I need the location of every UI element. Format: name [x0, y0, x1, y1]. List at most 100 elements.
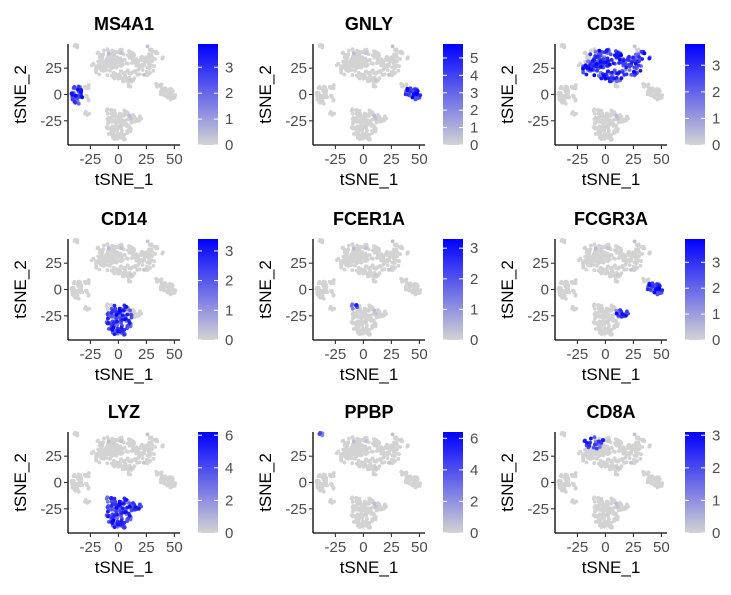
cell-point: [130, 61, 134, 65]
cell-point: [317, 86, 322, 91]
cell-point: [147, 260, 152, 265]
cell-point: [370, 326, 374, 330]
cell-point: [76, 288, 81, 293]
cell-point: [109, 51, 114, 56]
cell-point: [621, 258, 626, 263]
cell-point: [372, 244, 376, 249]
cell-point: [598, 265, 603, 270]
cell-point: [627, 62, 632, 67]
cell-point: [351, 125, 356, 130]
cell-point: [341, 254, 346, 259]
cell-point: [396, 456, 401, 461]
cell-point: [637, 55, 641, 59]
cell-point: [146, 449, 151, 454]
legend-tick-label: 3: [225, 243, 233, 260]
x-tick-label: 50: [411, 539, 428, 556]
cell-point: [104, 252, 109, 257]
cell-point: [381, 262, 386, 267]
cell-point: [642, 472, 646, 477]
cell-point: [327, 84, 332, 89]
cell-point: [115, 515, 120, 520]
cell-point: [134, 58, 139, 63]
cell-point: [112, 53, 117, 58]
cell-point: [331, 471, 336, 475]
cell-point: [105, 505, 110, 510]
cell-point: [605, 501, 609, 506]
cell-point: [609, 332, 614, 337]
cell-point: [393, 48, 397, 52]
cell-point: [136, 262, 141, 267]
cell-point: [614, 244, 618, 249]
cell-point: [348, 450, 352, 454]
cell-point: [370, 68, 375, 73]
cell-point: [354, 461, 359, 466]
cell-point: [622, 117, 626, 122]
cell-point: [359, 118, 364, 123]
cell-point: [591, 109, 596, 113]
cell-point: [377, 464, 382, 469]
cell-point: [627, 68, 632, 72]
cell-point: [646, 277, 651, 282]
cell-point: [392, 52, 396, 57]
cell-point: [657, 286, 661, 291]
x-tick-label: 25: [383, 151, 400, 168]
cell-point: [325, 290, 330, 295]
cell-point: [606, 439, 610, 443]
scatter-points: [556, 430, 665, 530]
cell-point: [161, 475, 166, 480]
cell-point: [353, 68, 357, 73]
panel-title: CD14: [101, 209, 147, 229]
x-tick-label: 50: [653, 151, 670, 168]
x-axis-label: tSNE_1: [95, 558, 154, 577]
cell-point: [80, 95, 85, 100]
cell-point: [641, 246, 645, 251]
cell-point: [102, 68, 106, 73]
x-tick-label: -25: [80, 539, 102, 556]
cell-point: [104, 304, 109, 308]
cell-point: [584, 450, 589, 455]
y-tick-label: 0: [541, 87, 549, 104]
cell-point: [128, 501, 133, 506]
cell-point: [591, 252, 596, 257]
cell-point: [109, 116, 114, 121]
cell-point: [362, 512, 367, 517]
legend-tick-label: 2: [712, 280, 720, 297]
cell-point: [340, 51, 345, 55]
cell-point: [354, 116, 359, 121]
cell-point: [113, 438, 118, 442]
cell-point: [355, 328, 360, 333]
cell-point: [390, 44, 395, 49]
legend-colorbar: [443, 44, 463, 145]
cell-point: [587, 441, 592, 446]
y-tick-label: -25: [285, 113, 307, 130]
cell-point: [642, 51, 647, 56]
cell-point: [616, 71, 620, 76]
cell-point: [609, 502, 613, 506]
cell-point: [122, 332, 127, 337]
cell-point: [375, 61, 379, 65]
x-tick-label: 25: [625, 539, 642, 556]
cell-point: [355, 133, 360, 138]
cell-point: [610, 498, 615, 503]
cell-point: [115, 445, 120, 449]
legend-tick-label: 1: [470, 301, 478, 318]
cell-point: [406, 475, 411, 480]
legend-tick-label: 1: [712, 110, 720, 127]
cell-point: [595, 263, 599, 268]
cell-point: [385, 456, 390, 460]
cell-point: [150, 443, 155, 447]
cell-point: [377, 271, 382, 276]
cell-point: [342, 250, 347, 255]
cell-point: [607, 467, 612, 472]
cell-point: [600, 306, 605, 311]
legend-tick-label: 2: [712, 84, 720, 101]
cell-point: [109, 314, 114, 318]
cell-point: [559, 485, 563, 490]
cell-point: [367, 121, 372, 126]
cell-point: [373, 311, 378, 316]
cell-point: [369, 76, 374, 80]
cell-point: [105, 268, 110, 273]
scatter-points: [314, 237, 423, 337]
x-axis-label: tSNE_1: [340, 365, 399, 384]
